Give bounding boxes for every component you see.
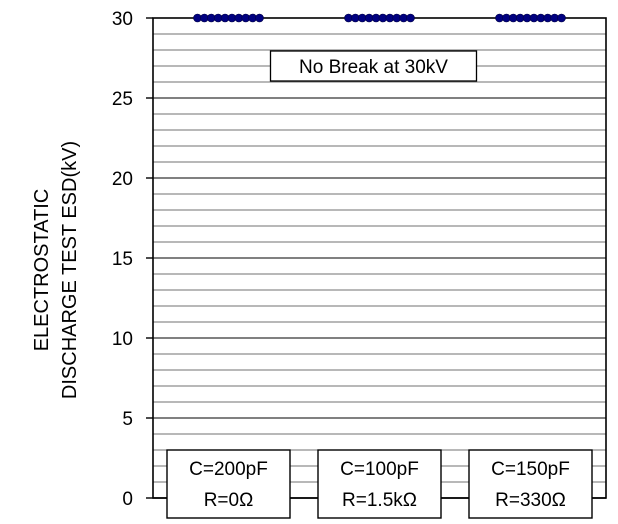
- condition-label: C=200pF: [189, 459, 268, 480]
- y-tick-labels: 0 5 10 15 20 25 30: [112, 9, 133, 510]
- annotation-text: No Break at 30kV: [299, 57, 448, 78]
- condition-box: [317, 449, 442, 519]
- y-tick-label: 5: [122, 409, 133, 430]
- data-point: [406, 13, 415, 23]
- condition-box: [468, 449, 593, 519]
- condition-box: [166, 449, 291, 519]
- condition-label: C=150pF: [491, 459, 570, 480]
- annotation-box: [269, 50, 478, 82]
- data-points: [193, 13, 566, 23]
- grid-lines: [153, 33, 606, 483]
- condition-label: R=1.5kΩ: [342, 490, 417, 511]
- y-axis-title-line: ELECTROSTATIC: [31, 189, 53, 352]
- y-tick-label: 10: [112, 329, 133, 350]
- condition-label: R=330Ω: [495, 490, 566, 511]
- y-tick-label: 15: [112, 249, 133, 270]
- y-tick-label: 25: [112, 89, 133, 110]
- y-tick-label: 20: [112, 169, 133, 190]
- condition-label: R=0Ω: [204, 490, 254, 511]
- data-point: [557, 13, 566, 23]
- y-tick-label: 0: [122, 489, 133, 510]
- y-tick-label: 30: [112, 9, 133, 30]
- y-axis-title-line: DISCHARGE TEST ESD(kV): [59, 141, 81, 399]
- condition-label: C=100pF: [340, 459, 419, 480]
- data-point: [255, 13, 264, 23]
- condition-boxes: C=200pF R=0Ω C=100pF R=1.5kΩ C=150pF R=330Ω: [166, 449, 593, 519]
- annotation: No Break at 30kV: [269, 50, 478, 82]
- y-axis-title: ELECTROSTATIC DISCHARGE TEST ESD(kV): [31, 141, 81, 399]
